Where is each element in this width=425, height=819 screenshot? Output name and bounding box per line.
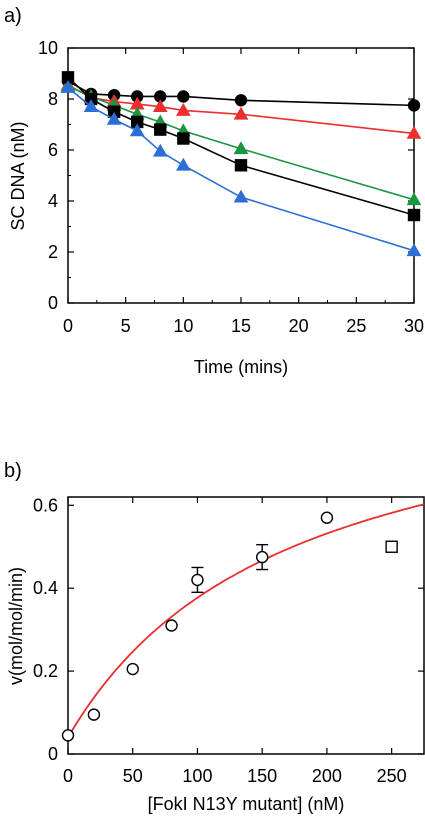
panel-a-x-tick-label: 20 [289, 316, 309, 336]
panel-a-series-2-point [152, 99, 168, 113]
panel-a-series-2-point [233, 106, 249, 120]
panel-a-plot-frame [67, 47, 415, 304]
panel-a-x-tick-label: 5 [121, 316, 131, 336]
panel-a-y-tick-label: 2 [48, 242, 58, 262]
panel-a-x-axis: 0 5 10 15 20 25 30 [63, 48, 424, 336]
panel-a-series-2-point [406, 125, 422, 139]
panel-b-x-tick-label: 100 [182, 766, 212, 786]
panel-a-x-axis-label: Time (mins) [194, 357, 288, 377]
panel-b-x-axis: 0 50 100 150 200 250 [63, 497, 407, 786]
panel-b-x-tick-label: 50 [123, 766, 143, 786]
panel-a-series-5-point [83, 99, 99, 113]
panel-a-label: a) [4, 5, 22, 27]
panel-b-data-point [320, 511, 334, 524]
panel-a-series-4-point [234, 159, 248, 172]
panel-a-series-3-point [406, 192, 422, 206]
panel-a-y-axis-label: SC DNA (nM) [8, 121, 28, 230]
panel-a-y-tick-label: 8 [48, 89, 58, 109]
panel-a-y-axis: 0 2 4 6 8 10 [38, 38, 414, 313]
panel-b-data-point [191, 573, 204, 587]
panel-b-points-group [61, 511, 398, 742]
panel-a-y-tick-label: 6 [48, 140, 58, 160]
panel-a-series-1-point [407, 99, 421, 112]
panel-b-data-point [385, 540, 398, 553]
panel-b-data-point [61, 729, 75, 742]
panel-a-series-5-point [233, 189, 249, 203]
panel-b-y-tick-label: 0.6 [33, 495, 58, 515]
panel-a-series-5-point [129, 123, 145, 137]
panel-a-series-5-point [175, 157, 191, 171]
panel-b-data-point [87, 708, 101, 721]
panel-b-fit-curve [67, 503, 425, 738]
panel-b-x-axis-label: [FokI N13Y mutant] (nM) [148, 794, 345, 814]
panel-a-series-5-point [60, 80, 76, 93]
panel-a-series-4-point [154, 123, 167, 136]
panel-a-x-tick-label: 0 [63, 316, 73, 336]
panel-a-series-5-point [406, 243, 422, 257]
panel-a-y-tick-label: 4 [48, 191, 58, 211]
panel-a-x-tick-label: 15 [231, 316, 251, 336]
panel-b-fit-group [67, 503, 425, 738]
panel-b-x-tick-label: 0 [63, 766, 73, 786]
panel-b-x-tick-label: 250 [377, 766, 407, 786]
panel-a-y-tick-label: 10 [38, 38, 58, 58]
panel-b-y-tick-label: 0.4 [33, 578, 58, 598]
panel-b-x-tick-label: 150 [247, 766, 277, 786]
panel-b-x-tick-label: 200 [312, 766, 342, 786]
panel-b-label: b) [4, 460, 22, 482]
panel-b-y-tick-label: 0.2 [33, 661, 58, 681]
panel-a-series-1-point [177, 90, 190, 103]
panel-b-y-axis: 0 0.2 0.4 0.6 [33, 495, 424, 764]
panel-a-x-tick-label: 25 [346, 316, 366, 336]
panel-b-data-point [165, 619, 178, 632]
panel-a-series-1-point [234, 94, 248, 107]
panel-a-series-4-point [407, 208, 421, 222]
panel-a-series-5-point [106, 111, 122, 125]
panel-a-x-tick-label: 10 [173, 316, 193, 336]
panel-a: a) 0 5 10 15 20 25 30 0 2 4 6 8 10 Time (mins) SC D… [4, 5, 424, 377]
panel-b-y-tick-label: 0 [48, 744, 58, 764]
panel-a-series-5-point [152, 143, 168, 157]
panel-a-y-tick-label: 0 [48, 293, 58, 313]
panel-a-series-3-point [233, 141, 249, 155]
panel-b-data-point [255, 550, 269, 564]
panel-a-series-4-point [177, 132, 190, 145]
panel-b: b) 0 50 100 150 200 250 0 0.2 0.4 0.6 [FokI N13Y… [4, 460, 425, 814]
panel-a-series-group [60, 71, 422, 257]
panel-b-plot-frame [67, 496, 425, 755]
panel-a-x-tick-label: 30 [404, 316, 424, 336]
panel-a-series-2-point [175, 102, 191, 116]
panel-b-data-point [126, 662, 139, 676]
panel-b-y-axis-label: v(mol/mol/min) [6, 567, 26, 685]
